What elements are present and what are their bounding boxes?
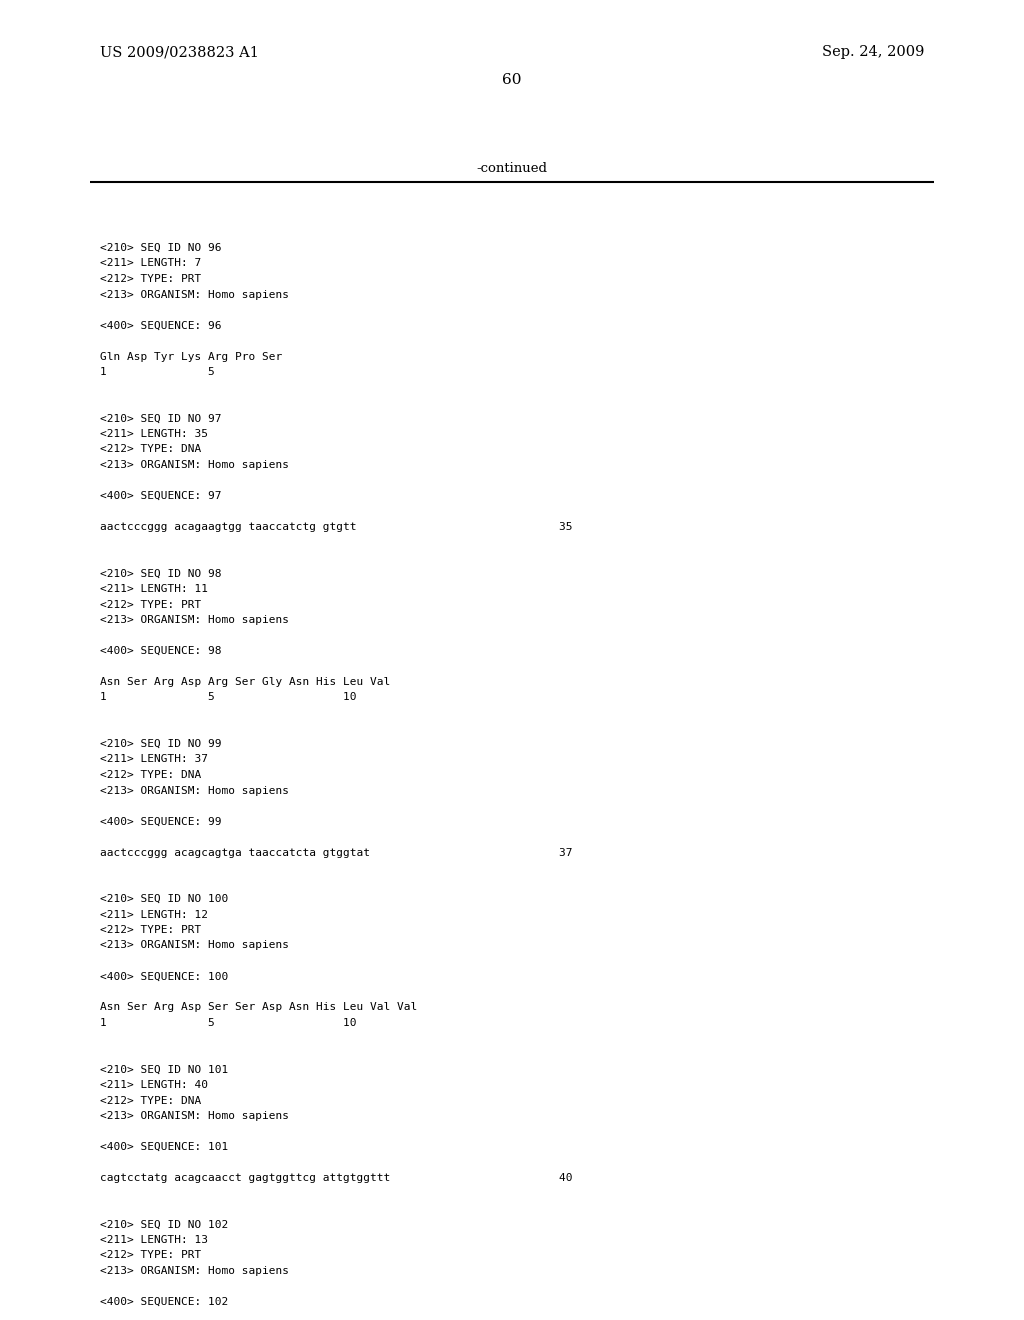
Text: <210> SEQ ID NO 100: <210> SEQ ID NO 100 [100, 894, 228, 904]
Text: <210> SEQ ID NO 97: <210> SEQ ID NO 97 [100, 413, 221, 424]
Text: <400> SEQUENCE: 96: <400> SEQUENCE: 96 [100, 321, 221, 330]
Text: Asn Ser Arg Asp Arg Ser Gly Asn His Leu Val: Asn Ser Arg Asp Arg Ser Gly Asn His Leu … [100, 677, 390, 686]
Text: <400> SEQUENCE: 102: <400> SEQUENCE: 102 [100, 1298, 228, 1307]
Text: <211> LENGTH: 37: <211> LENGTH: 37 [100, 755, 208, 764]
Text: <400> SEQUENCE: 99: <400> SEQUENCE: 99 [100, 817, 221, 826]
Text: <211> LENGTH: 35: <211> LENGTH: 35 [100, 429, 208, 440]
Text: <212> TYPE: PRT: <212> TYPE: PRT [100, 275, 202, 284]
Text: <213> ORGANISM: Homo sapiens: <213> ORGANISM: Homo sapiens [100, 785, 289, 796]
Text: US 2009/0238823 A1: US 2009/0238823 A1 [100, 45, 259, 59]
Text: <212> TYPE: DNA: <212> TYPE: DNA [100, 1096, 202, 1106]
Text: <210> SEQ ID NO 101: <210> SEQ ID NO 101 [100, 1064, 228, 1074]
Text: <400> SEQUENCE: 97: <400> SEQUENCE: 97 [100, 491, 221, 502]
Text: <213> ORGANISM: Homo sapiens: <213> ORGANISM: Homo sapiens [100, 1111, 289, 1121]
Text: Sep. 24, 2009: Sep. 24, 2009 [821, 45, 924, 59]
Text: <211> LENGTH: 11: <211> LENGTH: 11 [100, 583, 208, 594]
Text: -continued: -continued [476, 161, 548, 174]
Text: <211> LENGTH: 13: <211> LENGTH: 13 [100, 1236, 208, 1245]
Text: Gln Asp Tyr Lys Arg Pro Ser: Gln Asp Tyr Lys Arg Pro Ser [100, 351, 283, 362]
Text: <211> LENGTH: 40: <211> LENGTH: 40 [100, 1080, 208, 1090]
Text: <213> ORGANISM: Homo sapiens: <213> ORGANISM: Homo sapiens [100, 615, 289, 624]
Text: <212> TYPE: PRT: <212> TYPE: PRT [100, 925, 202, 935]
Text: aactcccggg acagaagtgg taaccatctg gtgtt                              35: aactcccggg acagaagtgg taaccatctg gtgtt 3… [100, 521, 572, 532]
Text: <212> TYPE: PRT: <212> TYPE: PRT [100, 1250, 202, 1261]
Text: 1               5: 1 5 [100, 367, 215, 378]
Text: <400> SEQUENCE: 98: <400> SEQUENCE: 98 [100, 645, 221, 656]
Text: <210> SEQ ID NO 96: <210> SEQ ID NO 96 [100, 243, 221, 253]
Text: <210> SEQ ID NO 99: <210> SEQ ID NO 99 [100, 739, 221, 748]
Text: <211> LENGTH: 12: <211> LENGTH: 12 [100, 909, 208, 920]
Text: <212> TYPE: PRT: <212> TYPE: PRT [100, 599, 202, 610]
Text: cagtcctatg acagcaacct gagtggttcg attgtggttt                         40: cagtcctatg acagcaacct gagtggttcg attgtgg… [100, 1173, 572, 1183]
Text: <212> TYPE: DNA: <212> TYPE: DNA [100, 770, 202, 780]
Text: <211> LENGTH: 7: <211> LENGTH: 7 [100, 259, 202, 268]
Text: <400> SEQUENCE: 100: <400> SEQUENCE: 100 [100, 972, 228, 982]
Text: 60: 60 [502, 73, 522, 87]
Text: <212> TYPE: DNA: <212> TYPE: DNA [100, 445, 202, 454]
Text: <213> ORGANISM: Homo sapiens: <213> ORGANISM: Homo sapiens [100, 289, 289, 300]
Text: aactcccggg acagcagtga taaccatcta gtggtat                            37: aactcccggg acagcagtga taaccatcta gtggtat… [100, 847, 572, 858]
Text: <210> SEQ ID NO 102: <210> SEQ ID NO 102 [100, 1220, 228, 1229]
Text: Asn Ser Arg Asp Ser Ser Asp Asn His Leu Val Val: Asn Ser Arg Asp Ser Ser Asp Asn His Leu … [100, 1002, 417, 1012]
Text: <213> ORGANISM: Homo sapiens: <213> ORGANISM: Homo sapiens [100, 1266, 289, 1276]
Text: <213> ORGANISM: Homo sapiens: <213> ORGANISM: Homo sapiens [100, 940, 289, 950]
Text: <213> ORGANISM: Homo sapiens: <213> ORGANISM: Homo sapiens [100, 459, 289, 470]
Text: <400> SEQUENCE: 101: <400> SEQUENCE: 101 [100, 1142, 228, 1152]
Text: <210> SEQ ID NO 98: <210> SEQ ID NO 98 [100, 569, 221, 578]
Text: 1               5                   10: 1 5 10 [100, 693, 356, 702]
Text: 1               5                   10: 1 5 10 [100, 1018, 356, 1028]
